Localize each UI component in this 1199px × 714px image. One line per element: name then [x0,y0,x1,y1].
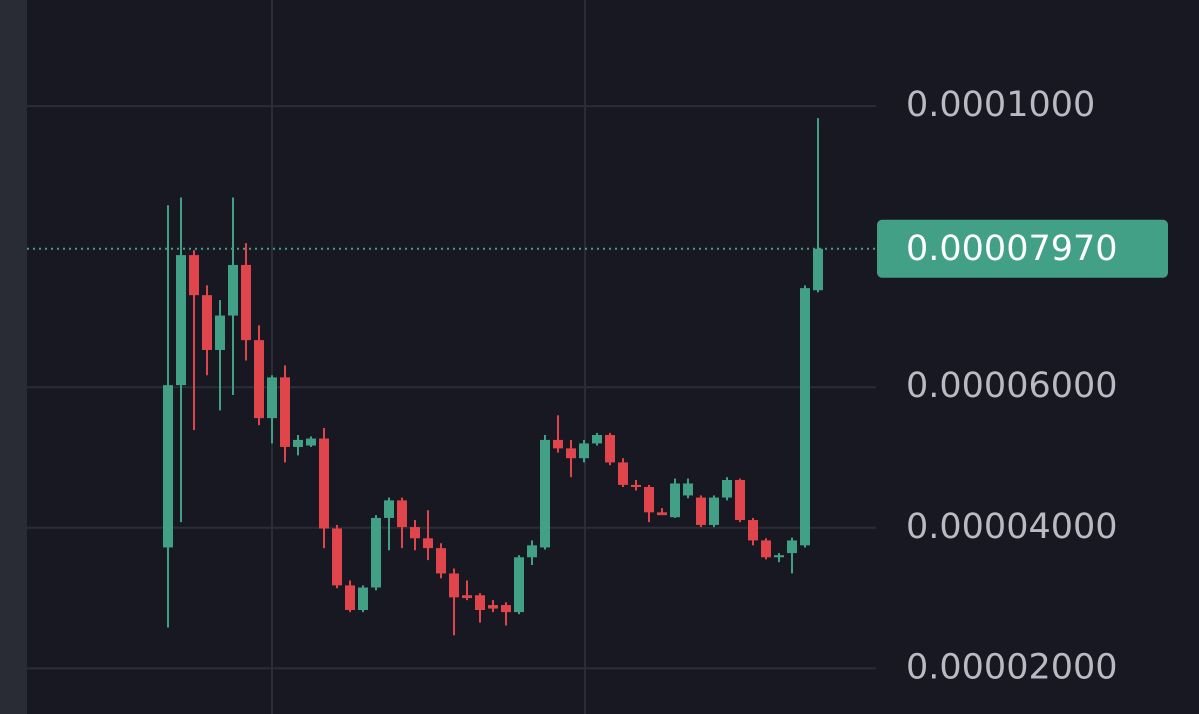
candle-body [228,264,238,316]
candle-body [566,448,576,459]
candle-body [618,462,628,485]
candle-body [202,295,212,350]
candle-body [254,340,264,419]
candle-body [813,248,823,291]
candle-body [423,538,433,549]
candle-body [488,605,498,609]
candle-body [384,500,394,518]
candle-body [345,585,355,610]
candle-body [332,528,342,586]
candle-body [696,497,706,525]
candle-body [800,288,810,546]
y-tick-label: 0.00002000 [906,647,1118,687]
candle-body [657,512,667,516]
candle-body [761,540,771,558]
candle-body [748,520,758,541]
candle-body [592,435,602,444]
candle-body [241,264,251,341]
candle-body [631,484,641,488]
candle-body [319,438,329,529]
candle-body [514,557,524,613]
last-price-box [877,219,1168,278]
last-price-label: 0.00007970 [906,229,1118,269]
candle-body [501,605,511,613]
candle-body [280,377,290,447]
y-tick-label: 0.00004000 [906,507,1118,547]
candle-body [787,540,797,554]
candle-body [527,545,537,558]
candle-body [358,587,368,610]
candle-body [605,435,615,463]
candle-body [670,483,680,518]
y-tick-label: 0.0001000 [906,85,1095,125]
candle-body [397,500,407,528]
candle-body [306,438,316,446]
candle-body [267,377,277,419]
candle-body [540,439,550,548]
candle-body [436,548,446,574]
candle-body [462,595,472,599]
candle-body [774,555,784,558]
candle-body [735,479,745,521]
candle-body [644,487,654,513]
candle-body [475,595,485,610]
candle-body [579,443,589,459]
candle-body [215,315,225,350]
candle-body [709,497,719,525]
candle-body [722,479,732,498]
candle-body [553,439,563,449]
candle-body [163,385,173,548]
left-panel-edge [0,0,27,714]
candle-body [293,439,303,447]
candle-body [371,517,381,588]
candle-body [449,573,459,598]
candle-body [683,483,693,496]
candle-body [189,255,199,296]
y-tick-label: 0.00006000 [906,366,1118,406]
candle-body [176,255,186,386]
candle-body [410,527,420,539]
